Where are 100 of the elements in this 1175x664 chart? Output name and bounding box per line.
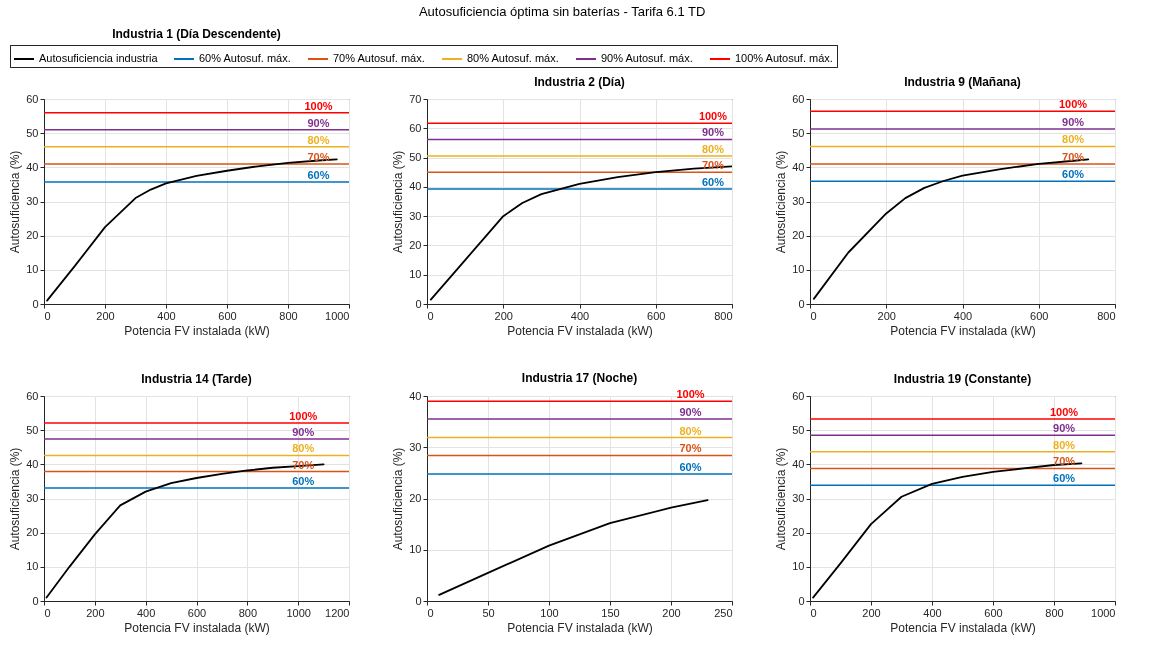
x-tick-label: 50 xyxy=(482,606,495,619)
legend-label: 60% Autosuf. máx. xyxy=(199,52,291,64)
annotation: 90% xyxy=(307,116,330,129)
y-tick-label: 50 xyxy=(792,423,805,436)
y-axis-title: Autosuficiencia (%) xyxy=(8,150,23,254)
annotation: 100% xyxy=(698,110,728,123)
x-tick-label: 0 xyxy=(44,309,51,322)
x-tick-label: 600 xyxy=(984,606,1003,619)
annotation: 60% xyxy=(679,460,702,473)
x-tick-label: 800 xyxy=(1045,606,1064,619)
y-tick-label: 0 xyxy=(798,297,805,310)
x-tick-label: 400 xyxy=(570,309,590,322)
y-tick-label: 30 xyxy=(409,440,422,453)
y-tick-label: 0 xyxy=(415,594,422,607)
x-tick-label: 200 xyxy=(96,309,115,322)
y-tick-label: 0 xyxy=(32,297,39,310)
y-tick-label: 20 xyxy=(26,526,39,539)
y-tick-label: 10 xyxy=(409,268,422,281)
y-tick-label: 0 xyxy=(415,297,422,310)
annotation: 60% xyxy=(701,175,725,188)
x-tick-label: 1000 xyxy=(286,606,311,619)
y-tick-label: 40 xyxy=(26,457,39,470)
text: Autosuficiencia óptima sin baterías - Tarifa 6.1 TD xyxy=(418,4,706,19)
x-tick-label: 0 xyxy=(427,309,434,322)
legend-label: 100% Autosuf. máx. xyxy=(735,52,833,64)
annotation: 80% xyxy=(1062,133,1085,146)
x-tick-label: 600 xyxy=(1030,309,1049,322)
y-tick-label: 10 xyxy=(26,263,39,276)
annotation: 100% xyxy=(289,409,318,422)
annotation: 60% xyxy=(1062,168,1085,181)
y-tick-label: 30 xyxy=(26,195,39,207)
line-series xyxy=(45,463,325,599)
x-axis-title: Potencia FV instalada (kW) xyxy=(124,620,270,635)
x-tick-label: 200 xyxy=(862,606,881,619)
annotation: 70% xyxy=(307,150,330,163)
x-axis-title: Potencia FV instalada (kW) xyxy=(890,323,1036,338)
y-tick-label: 20 xyxy=(26,229,39,242)
chart-title: Industria 2 (Día) xyxy=(534,75,625,89)
x-tick-label: 600 xyxy=(647,309,666,322)
x-axis-title: Potencia FV instalada (kW) xyxy=(507,620,653,635)
chart-title: Industria 14 (Tarde) xyxy=(141,372,252,386)
x-tick-label: 200 xyxy=(877,309,896,322)
annotation: 100% xyxy=(676,388,705,401)
annotation: 70% xyxy=(679,442,702,455)
annotation: 70% xyxy=(1062,150,1085,163)
annotation: 80% xyxy=(292,442,315,455)
y-tick-label: 60 xyxy=(26,92,39,105)
y-tick-label: 20 xyxy=(792,526,805,539)
x-axis-title: Potencia FV instalada (kW) xyxy=(124,323,270,338)
y-tick-label: 60 xyxy=(409,121,422,134)
x-tick-label: 0 xyxy=(44,606,51,619)
x-tick-label: 600 xyxy=(187,606,207,619)
y-tick-label: 50 xyxy=(26,126,39,139)
x-tick-label: 800 xyxy=(238,606,258,619)
legend-label: 90% Autosuf. máx. xyxy=(601,52,693,64)
y-axis-title: Autosuficiencia (%) xyxy=(774,150,789,254)
x-tick-label: 0 xyxy=(427,606,434,619)
y-tick-label: 60 xyxy=(26,389,39,402)
annotation: 80% xyxy=(307,133,330,146)
legend-label: 70% Autosuf. máx. xyxy=(333,52,425,64)
annotation: 100% xyxy=(1058,98,1088,111)
y-axis-title: Autosuficiencia (%) xyxy=(391,150,406,254)
legend-label: 80% Autosuf. máx. xyxy=(467,52,559,64)
x-tick-label: 150 xyxy=(601,606,620,619)
y-tick-label: 50 xyxy=(792,126,805,139)
y-axis-title: Autosuficiencia (%) xyxy=(8,447,23,551)
chart-title: Industria 9 (Mañana) xyxy=(904,75,1021,89)
y-tick-label: 10 xyxy=(792,263,805,276)
x-tick-label: 1000 xyxy=(325,309,350,322)
chart-title: Industria 19 (Constante) xyxy=(893,372,1032,386)
x-axis-title: Potencia FV instalada (kW) xyxy=(507,323,653,338)
x-tick-label: 800 xyxy=(714,309,733,322)
annotation: 80% xyxy=(701,143,725,156)
x-tick-label: 250 xyxy=(714,606,733,619)
chart-title: Industria 17 (Noche) xyxy=(521,371,638,386)
annotation: 60% xyxy=(292,474,315,487)
y-tick-label: 10 xyxy=(26,560,39,573)
x-tick-label: 200 xyxy=(662,606,681,619)
annotation: 60% xyxy=(1053,472,1076,485)
x-tick-label: 600 xyxy=(218,309,237,322)
y-tick-label: 50 xyxy=(26,423,39,436)
x-tick-label: 100 xyxy=(540,606,559,619)
y-tick-label: 0 xyxy=(798,594,805,607)
y-tick-label: 20 xyxy=(409,238,422,251)
x-tick-label: 400 xyxy=(923,606,942,619)
x-axis-title: Potencia FV instalada (kW) xyxy=(890,620,1036,635)
y-tick-label: 30 xyxy=(409,209,422,222)
x-tick-label: 0 xyxy=(810,309,817,322)
annotation: 80% xyxy=(679,424,702,437)
chart-title: Industria 1 (Día Descendente) xyxy=(112,26,281,41)
y-tick-label: 40 xyxy=(26,160,39,173)
y-tick-label: 50 xyxy=(409,151,422,164)
y-tick-label: 70 xyxy=(409,92,422,105)
y-tick-label: 20 xyxy=(792,229,805,242)
legend-label: Autosuficiencia industria xyxy=(39,52,159,64)
x-tick-label: 1200 xyxy=(325,606,350,619)
x-tick-label: 1000 xyxy=(1091,606,1116,619)
annotation: 80% xyxy=(1053,438,1076,451)
annotation: 90% xyxy=(1062,116,1085,129)
line-series xyxy=(438,499,709,596)
